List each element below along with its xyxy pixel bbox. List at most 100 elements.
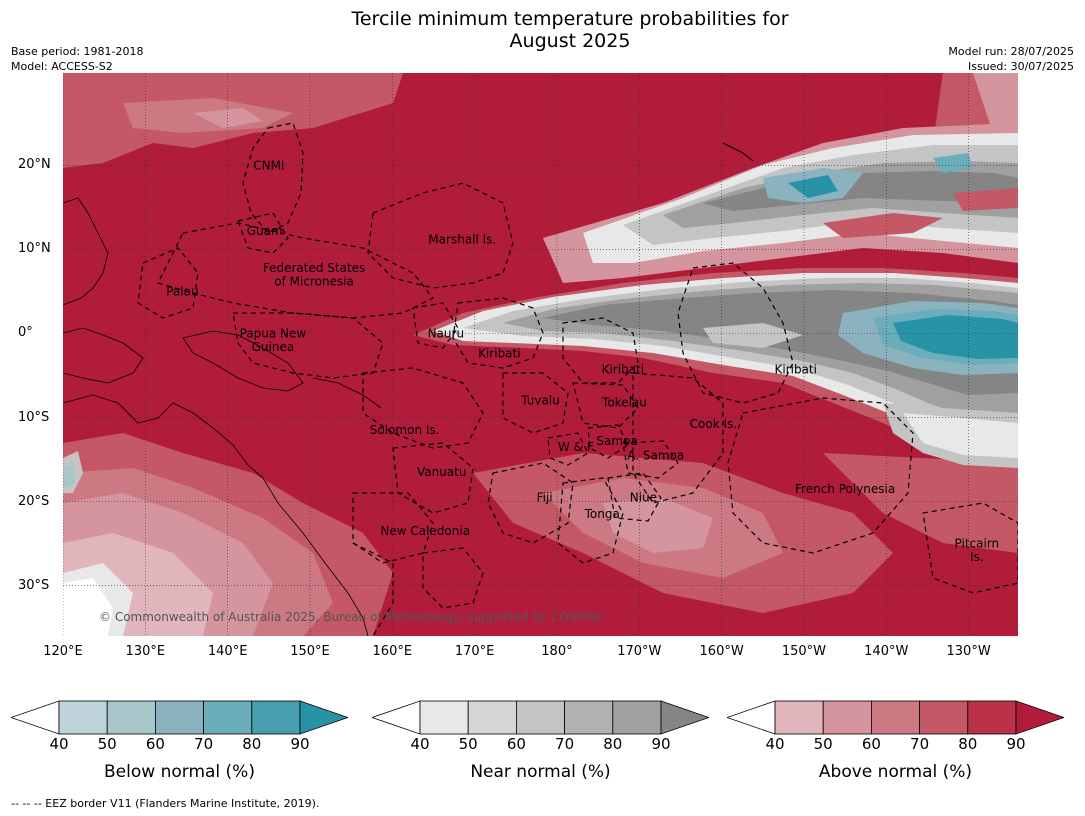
below-normal-west-patch	[63, 465, 75, 488]
colorbar-swatches	[727, 700, 1064, 735]
longitude-tick-label: 140°E	[207, 644, 248, 659]
longitude-tick-label: 130°W	[946, 644, 991, 659]
country-label: Solomon Is.	[370, 423, 440, 437]
colorbar-tick-label: 80	[958, 735, 978, 753]
country-label: W & F	[558, 440, 594, 454]
colorbar-segment	[515, 700, 565, 735]
colorbar-tick-label: 40	[410, 735, 430, 753]
longitude-tick-label: 160°E	[372, 644, 413, 659]
australia-coastline	[63, 394, 369, 636]
below-normal-equatorial	[893, 315, 1018, 359]
eez-tuvalu	[502, 372, 569, 434]
solomon-coastline	[312, 377, 382, 409]
colorbar-segment	[967, 700, 1017, 735]
colorbar-tick-label: 70	[910, 735, 930, 753]
colorbar-tick-label: 80	[603, 735, 623, 753]
eez-marshall	[367, 182, 514, 289]
map-panel: CNMI Guam Marshall Is. Federated States of M…	[63, 73, 1018, 636]
latitude-tick-label: 0°	[18, 325, 33, 341]
map-title: Tercile minimum temperature probabilitie…	[0, 8, 1085, 52]
colorbar-segment	[919, 700, 969, 735]
colorbar-low-extend	[727, 700, 776, 735]
country-label: Palau	[166, 284, 198, 298]
eez-fsm	[157, 222, 434, 319]
country-label: Samoa	[596, 434, 637, 448]
eez-wallis	[547, 432, 589, 466]
issued-text: Issued: 30/07/2025	[967, 60, 1074, 73]
colorbar-tick-label: 50	[813, 735, 833, 753]
colorbar-segment	[564, 700, 614, 735]
eez-samoa	[587, 424, 629, 459]
eez-kiribati-gilbert	[452, 297, 544, 369]
colorbar-ticks: 40 50 60 70 80 90	[372, 735, 709, 753]
model-run-text: Model run: 28/07/2025	[948, 45, 1074, 58]
colorbar-segment	[154, 700, 204, 735]
eez-kiribati-phoenix	[562, 317, 639, 384]
png-coastline	[182, 330, 304, 392]
colorbar-tick-label: 40	[49, 735, 69, 753]
eez-kiribati-line	[677, 262, 794, 404]
eez-norfolk	[422, 547, 484, 609]
latitude-tick-label: 10°N	[18, 241, 51, 257]
below-normal-north-patch	[788, 175, 838, 198]
eez-solomon	[362, 367, 484, 449]
model-text: Model: ACCESS-S2	[11, 60, 113, 73]
eez-cnmi	[242, 122, 304, 234]
colorbar-swatches	[372, 700, 709, 735]
longitude-tick-label: 150°W	[781, 644, 827, 659]
colorbar-high-extend	[660, 700, 709, 735]
eez-nauru	[412, 302, 459, 349]
indonesia-coastline	[63, 327, 144, 384]
above-normal-light-patch	[193, 108, 263, 128]
colorbar-tick-label: 40	[765, 735, 785, 753]
colorbar-segment	[419, 700, 469, 735]
country-label: Nauru	[428, 326, 464, 340]
country-label: A. Samoa	[627, 448, 684, 462]
eez-cook	[632, 372, 724, 504]
colorbar-title: Near normal (%)	[470, 762, 611, 782]
longitude-tick-label: 150°E	[290, 644, 330, 659]
eez-asamoa	[622, 440, 679, 479]
country-label: Papua New	[240, 326, 307, 340]
colorbar-title: Below normal (%)	[104, 762, 255, 782]
colorbar-segment	[822, 700, 872, 735]
hawaii-islands	[722, 142, 754, 162]
colorbar-tick-label: 90	[290, 735, 310, 753]
below-normal-north-patch	[933, 153, 973, 173]
country-label: Kiribati	[774, 363, 816, 377]
above-normal-north-streak	[823, 213, 943, 238]
longitude-tick-label: 120°E	[43, 644, 83, 659]
country-label: Marshall Is.	[428, 232, 496, 246]
country-label: Niue	[630, 490, 657, 504]
near-normal-equatorial-light	[703, 323, 803, 348]
colorbar-high-extend	[1015, 700, 1064, 735]
copyright-text: © Commonwealth of Australia 2025, Bureau…	[99, 610, 605, 624]
country-label: Kiribati	[602, 363, 644, 377]
eez-png	[232, 312, 384, 379]
map-title-line2: August 2025	[509, 30, 631, 52]
colorbar-segment	[467, 700, 517, 735]
colorbar-ticks: 40 50 60 70 80 90	[11, 735, 348, 753]
country-label: Cook Is.	[690, 417, 737, 431]
meta-right: Model run: 28/07/2025 Issued: 30/07/2025	[948, 44, 1074, 74]
country-label: Is.	[970, 550, 984, 564]
eez-tonga	[557, 477, 624, 564]
colorbar-swatches	[11, 700, 348, 735]
country-label: New Caledonia	[380, 524, 470, 538]
country-label: Federated States	[263, 261, 365, 275]
colorbar-segment	[870, 700, 920, 735]
country-label: Guinea	[252, 340, 295, 354]
colorbar-tick-label: 50	[97, 735, 117, 753]
colorbar-tick-label: 70	[194, 735, 214, 753]
colorbar-tick-label: 70	[555, 735, 575, 753]
longitude-tick-label: 170°E	[454, 644, 495, 659]
latitude-tick-label: 10°S	[18, 409, 50, 425]
country-label: Guam	[247, 224, 283, 238]
philippines-coastline	[63, 197, 109, 306]
eez-australia-east	[352, 542, 394, 636]
colorbar-tick-label: 60	[145, 735, 165, 753]
colorbar-segment	[612, 700, 662, 735]
country-label: Fiji	[537, 490, 553, 504]
country-label: Tuvalu	[520, 394, 560, 408]
